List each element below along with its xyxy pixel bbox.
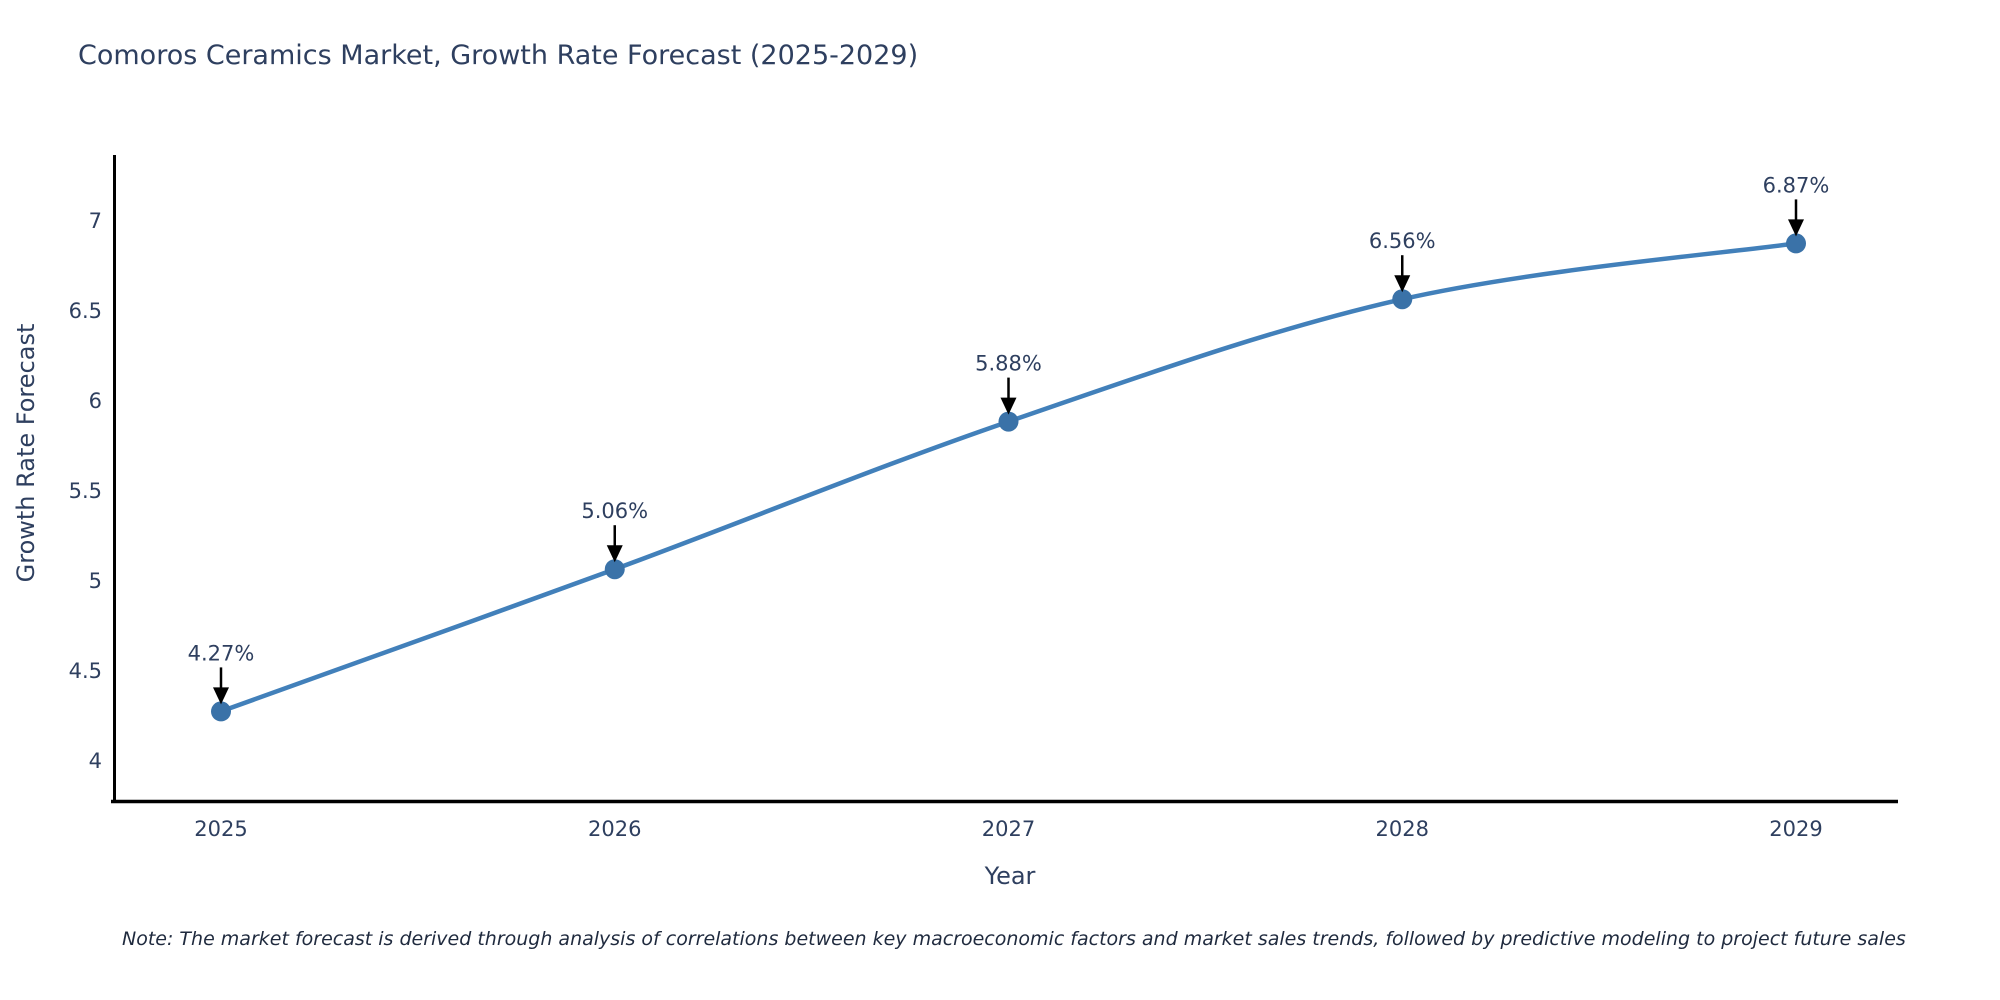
x-tick-label: 2029 (1769, 817, 1822, 841)
y-tick-label: 6.5 (69, 299, 102, 323)
y-tick-label: 5 (89, 569, 102, 593)
annotation-arrow-head (606, 545, 623, 563)
data-point-marker (211, 701, 231, 722)
annotation-arrow-head (213, 687, 229, 705)
y-tick-label: 4.5 (69, 659, 102, 683)
chart-title: Comoros Ceramics Market, Growth Rate For… (78, 40, 919, 71)
data-point-marker (998, 411, 1019, 432)
data-point-label: 6.56% (1369, 229, 1436, 253)
y-tick-label: 4 (89, 749, 102, 773)
data-point-marker (604, 559, 625, 580)
data-point-label: 5.06% (581, 499, 648, 523)
x-tick-label: 2026 (588, 817, 641, 841)
annotation-arrow-head (1000, 397, 1017, 415)
footnote: Note: The market forecast is derived thr… (122, 928, 1906, 950)
data-point-marker (1392, 289, 1413, 310)
y-tick-label: 5.5 (69, 479, 102, 503)
data-point-label: 6.87% (1763, 173, 1830, 197)
x-axis-title: Year (984, 862, 1036, 890)
annotation-arrow-head (1394, 275, 1411, 293)
y-axis-title: Growth Rate Forecast (12, 323, 40, 583)
data-point-marker (1786, 233, 1806, 254)
forecast-line (218, 241, 1799, 714)
x-tick-label: 2025 (194, 817, 247, 841)
data-point-label: 4.27% (188, 641, 255, 665)
y-tick-label: 6 (89, 389, 102, 413)
x-tick-label: 2027 (982, 817, 1035, 841)
data-point-label: 5.88% (975, 352, 1042, 376)
annotation-arrow-head (1788, 219, 1804, 237)
x-tick-label: 2028 (1376, 817, 1429, 841)
y-tick-label: 7 (89, 209, 102, 233)
